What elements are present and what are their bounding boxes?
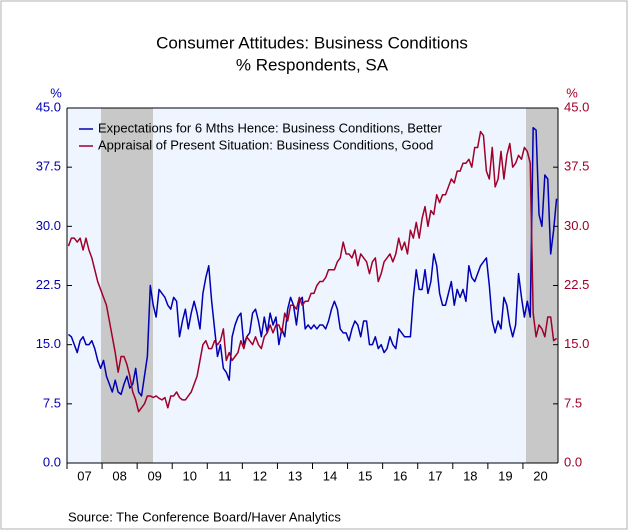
y-tick-label: 0.0 — [43, 454, 61, 469]
y-tick-label: 7.5 — [43, 395, 61, 410]
x-tick-label: 16 — [393, 468, 407, 483]
legend-label: Expectations for 6 Mths Hence: Business … — [98, 120, 443, 135]
x-tick-label: 15 — [358, 468, 372, 483]
recession-band — [101, 108, 153, 463]
x-tick-label: 13 — [288, 468, 302, 483]
y2-tick-label: 0.0 — [564, 454, 582, 469]
y2-axis-label: % — [566, 85, 578, 100]
y-tick-label: 30.0 — [36, 218, 61, 233]
y2-tick-label: 30.0 — [564, 218, 589, 233]
legend-label: Appraisal of Present Situation: Business… — [98, 137, 433, 152]
x-tick-label: 08 — [112, 468, 126, 483]
x-tick-label: 18 — [463, 468, 477, 483]
x-tick-label: 14 — [323, 468, 337, 483]
chart-subtitle: % Respondents, SA — [236, 55, 389, 74]
chart-title: Consumer Attitudes: Business Conditions — [156, 33, 468, 52]
y2-tick-label: 22.5 — [564, 277, 589, 292]
x-tick-label: 20 — [533, 468, 547, 483]
x-tick-label: 12 — [253, 468, 267, 483]
x-tick-label: 19 — [498, 468, 512, 483]
y-tick-label: 15.0 — [36, 336, 61, 351]
y2-tick-label: 37.5 — [564, 159, 589, 174]
y-tick-label: 45.0 — [36, 99, 61, 114]
x-tick-label: 09 — [147, 468, 161, 483]
y-tick-label: 37.5 — [36, 159, 61, 174]
y-tick-label: 22.5 — [36, 277, 61, 292]
x-tick-label: 07 — [77, 468, 91, 483]
y2-tick-label: 15.0 — [564, 336, 589, 351]
y2-tick-label: 45.0 — [564, 99, 589, 114]
y2-tick-label: 7.5 — [564, 395, 582, 410]
series-line — [67, 126, 558, 397]
y-axis-label: % — [50, 85, 62, 100]
x-tick-label: 11 — [218, 468, 232, 483]
series-line — [67, 130, 558, 413]
source-note: Source: The Conference Board/Haver Analy… — [68, 509, 341, 524]
x-tick-label: 17 — [428, 468, 442, 483]
x-tick-label: 10 — [183, 468, 197, 483]
